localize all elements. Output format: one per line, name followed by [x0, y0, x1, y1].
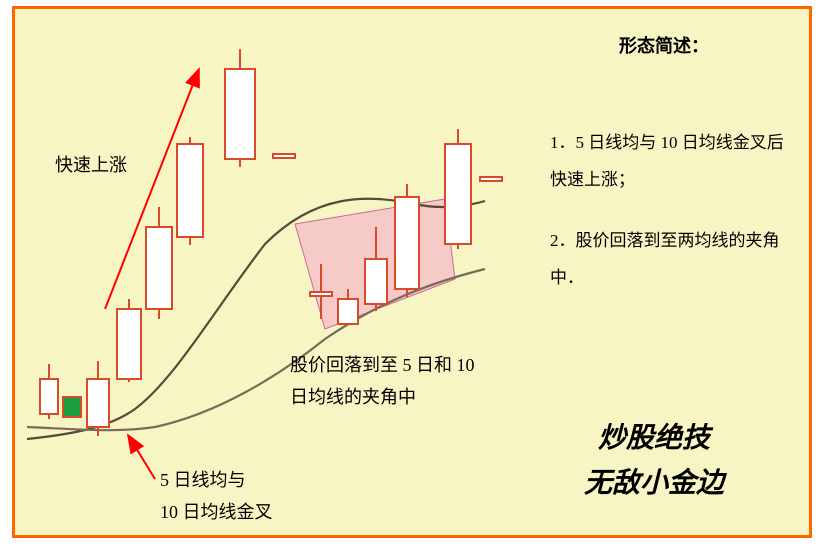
footer-line1: 炒股绝技 [598, 423, 710, 454]
description-item-2: 2．股价回落到至两均线的夹角中． [550, 222, 800, 297]
candle [40, 364, 58, 419]
candle [480, 177, 502, 181]
candle [87, 361, 109, 436]
candle [63, 397, 81, 417]
chart-frame: 快速上涨 股价回落到至 5 日和 10 日均线的夹角中 5 日线均与 10 日均… [12, 6, 812, 538]
description-title: 形态简述： [619, 27, 709, 67]
candle [445, 129, 471, 249]
candle [146, 207, 172, 319]
candle [225, 49, 255, 167]
description-item-1: 1．5 日线均与 10 日均线金叉后快速上涨； [550, 124, 800, 199]
candle [273, 154, 295, 158]
annotation-pullback-l2: 日均线的夹角中 [290, 387, 416, 407]
cross-arrow [128, 435, 155, 479]
candle [177, 137, 203, 245]
candle [117, 299, 141, 382]
annotation-cross: 5 日线均与 10 日均线金叉 [160, 464, 273, 529]
footer-title: 炒股绝技 无敌小金边 [544, 417, 764, 507]
annotation-pullback: 股价回落到至 5 日和 10 日均线的夹角中 [290, 349, 475, 414]
annotation-rise: 快速上涨 [55, 149, 127, 181]
footer-line2: 无敌小金边 [584, 468, 724, 499]
annotation-pullback-l1: 股价回落到至 5 日和 10 [290, 355, 475, 375]
annotation-cross-l1: 5 日线均与 [160, 470, 246, 490]
annotation-cross-l2: 10 日均线金叉 [160, 502, 273, 522]
candle [395, 184, 419, 297]
